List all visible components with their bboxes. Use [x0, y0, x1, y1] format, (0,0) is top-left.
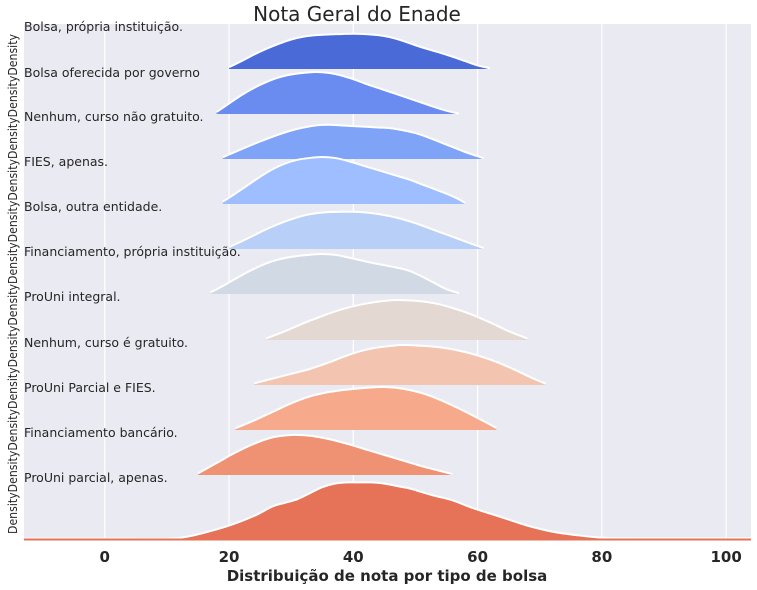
row-label: Bolsa, outra entidade. — [24, 199, 162, 214]
ridge-outline — [197, 433, 453, 476]
ridge-area — [210, 254, 459, 294]
ridge-area — [229, 33, 491, 69]
ridge-outline — [222, 123, 485, 160]
ridges — [24, 32, 751, 541]
ridge-outline — [24, 481, 751, 540]
row-labels: Bolsa, própria instituição. Bolsa ofereci… — [24, 19, 241, 485]
row-label: ProUni integral. — [24, 289, 121, 304]
x-tick-label: 0 — [100, 548, 110, 566]
ridge-area — [235, 386, 497, 430]
ridge-series — [216, 71, 460, 115]
row-label: Financiamento, própria instituição. — [24, 244, 241, 259]
row-label: Nenhum, curso não gratuito. — [24, 109, 204, 124]
ridge-area — [229, 211, 484, 249]
ridge-series — [24, 481, 751, 540]
row-label: Bolsa oferecida por governo — [24, 65, 200, 80]
ridge-area — [24, 482, 751, 540]
x-axis-label: Distribuição de nota por tipo de bolsa — [227, 567, 548, 585]
ridge-series — [265, 298, 528, 340]
row-label: Financiamento bancário. — [24, 425, 178, 440]
ridge-outline — [228, 210, 485, 250]
y-axis-label: DensityDensityDensityDensityDensityDensi… — [5, 33, 20, 534]
ridge-outline — [234, 385, 497, 430]
ridge-outline — [265, 298, 528, 340]
row-label: ProUni Parcial e FIES. — [24, 380, 156, 395]
x-axis-ticks: 0 20 40 60 80 100 — [100, 548, 742, 566]
row-label: FIES, apenas. — [24, 154, 108, 169]
row-label: Bolsa, própria instituição. — [24, 19, 183, 34]
ridge-series — [234, 385, 497, 430]
ridge-series — [228, 210, 485, 250]
ridge-area — [266, 299, 528, 340]
row-label: Nenhum, curso é gratuito. — [24, 335, 188, 350]
ridge-series — [253, 343, 547, 385]
ridge-outline — [222, 156, 466, 204]
ridge-area — [216, 72, 459, 114]
x-tick-label: 100 — [710, 548, 741, 566]
ridge-series — [222, 156, 466, 204]
ridge-series — [228, 32, 491, 70]
x-tick-label: 40 — [343, 548, 364, 566]
ridge-area — [222, 124, 484, 159]
x-tick-label: 60 — [467, 548, 488, 566]
ridge-outline — [209, 253, 460, 295]
x-tick-label: 20 — [219, 548, 240, 566]
ridge-area — [197, 434, 453, 475]
row-label: ProUni parcial, apenas. — [24, 470, 168, 485]
ridge-outline — [253, 343, 547, 385]
ridge-series — [197, 433, 453, 476]
ridge-series — [209, 253, 460, 295]
ridge-outline — [216, 71, 460, 115]
ridge-area — [222, 157, 466, 204]
x-tick-label: 80 — [591, 548, 612, 566]
ridge-series — [222, 123, 485, 160]
ridge-outline — [228, 32, 491, 70]
chart-title: Nota Geral do Enade — [253, 2, 461, 26]
